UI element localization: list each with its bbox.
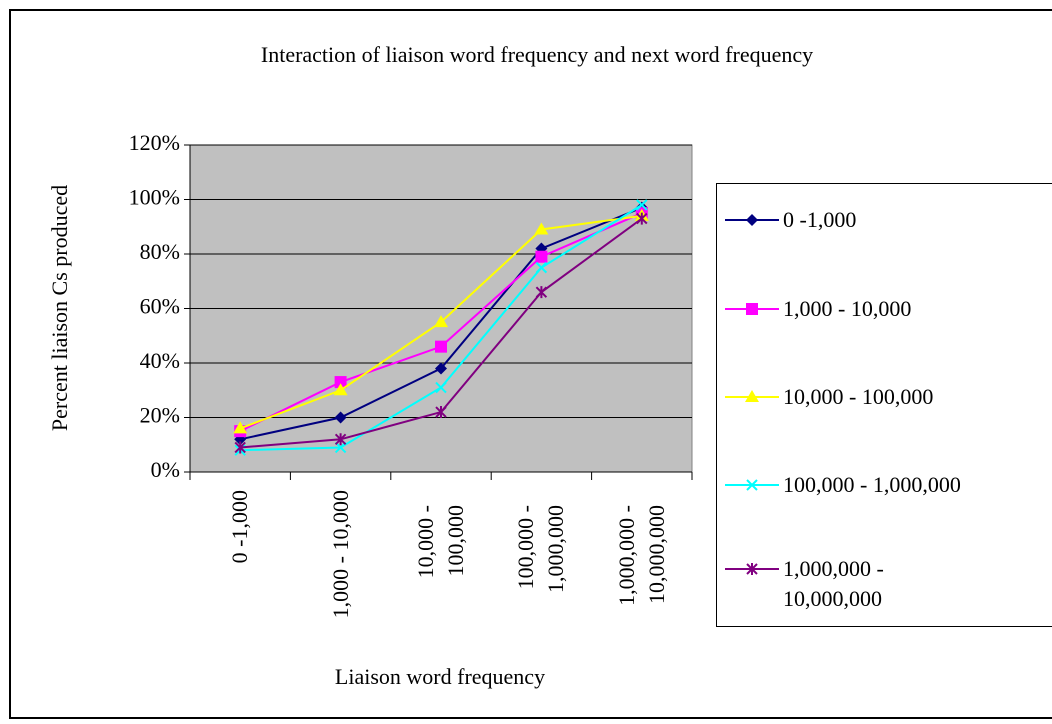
- y-axis-label: Percent liaison Cs produced: [47, 185, 72, 431]
- chart-title: Interaction of liaison word frequency an…: [261, 42, 813, 67]
- legend-label: 0 -1,000: [783, 207, 857, 232]
- marker: [535, 261, 548, 274]
- marker: [234, 441, 246, 454]
- legend-entry: 0 -1,000: [723, 205, 983, 235]
- y-tick-label: 20%: [140, 403, 180, 428]
- legend-entry: 100,000 - 1,000,000: [723, 470, 983, 500]
- marker: [535, 250, 548, 263]
- x-tick-label: 100,000 - 1,000,000: [513, 505, 569, 593]
- legend-label: 100,000 - 1,000,000: [783, 472, 961, 497]
- legend-entry: 1,000,000 - 10,000,000: [723, 554, 983, 614]
- legend-entry: 1,000 - 10,000: [723, 294, 983, 324]
- marker: [334, 411, 347, 424]
- marker: [333, 383, 348, 396]
- marker: [334, 433, 347, 446]
- y-tick-label: 80%: [140, 239, 180, 264]
- y-tick-label: 100%: [129, 185, 180, 210]
- marker: [636, 199, 648, 211]
- legend-swatch: [725, 390, 779, 402]
- marker: [233, 421, 248, 434]
- y-tick-label: 40%: [140, 348, 180, 373]
- legend-swatch: [725, 214, 779, 226]
- x-tick-label: 10,000 - 100,000: [413, 505, 468, 579]
- x-tick-label: 1,000,000 - 10,000,000: [613, 505, 669, 606]
- marker: [535, 286, 548, 299]
- y-tick-label: 0%: [151, 457, 180, 482]
- marker: [334, 376, 347, 389]
- legend-swatch: [725, 563, 779, 575]
- marker: [534, 222, 549, 235]
- legend: 0 -1,000 1,000 - 10,000 10,000 - 100,000 10…: [716, 183, 1052, 627]
- legend-swatch: [725, 479, 779, 491]
- legend-label: 1,000 - 10,000: [783, 296, 912, 321]
- marker: [334, 441, 347, 454]
- legend-entry: 10,000 - 100,000: [723, 382, 983, 412]
- legend-swatch: [725, 303, 779, 315]
- marker: [434, 315, 448, 328]
- x-axis-label: Liaison word frequency: [335, 664, 545, 689]
- marker: [435, 406, 447, 419]
- marker: [746, 479, 758, 491]
- marker: [435, 381, 447, 394]
- chart-frame: [9, 9, 1052, 719]
- marker: [746, 303, 758, 315]
- x-tick-label: 0 -1,000: [227, 490, 253, 564]
- y-tick-label: 60%: [140, 294, 180, 319]
- y-tick-label: 120%: [129, 130, 180, 155]
- marker: [746, 214, 758, 226]
- legend-label: 10,000 - 100,000: [783, 384, 934, 409]
- legend-label: 1,000,000 - 10,000,000: [783, 556, 884, 611]
- marker: [745, 390, 759, 402]
- x-tick-label: 1,000 - 10,000: [327, 490, 353, 619]
- marker: [636, 212, 648, 225]
- marker: [435, 362, 447, 375]
- marker: [435, 340, 447, 353]
- marker: [746, 563, 758, 575]
